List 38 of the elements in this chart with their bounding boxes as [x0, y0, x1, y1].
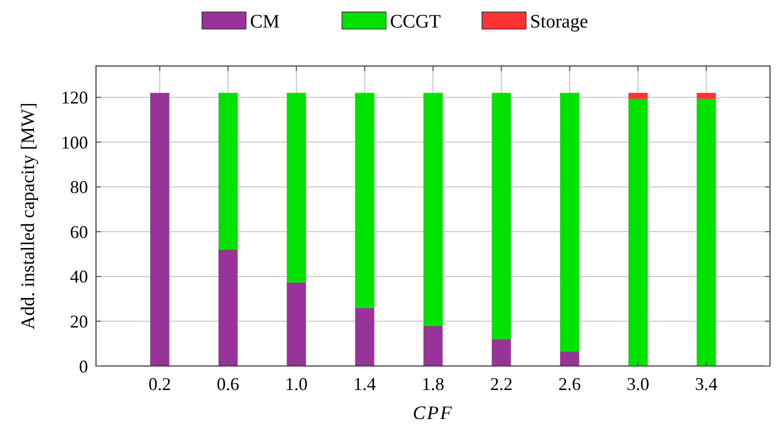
- y-tick-label: 80: [70, 177, 88, 198]
- x-tick-label: 0.2: [148, 374, 171, 394]
- bar: [560, 351, 580, 366]
- bar: [355, 92, 374, 308]
- bar: [423, 92, 443, 326]
- x-tick-label: 2.2: [490, 374, 513, 394]
- y-tick-label: 60: [70, 222, 88, 242]
- bar: [150, 92, 170, 366]
- y-tick-label: 100: [61, 132, 88, 152]
- legend-label: Storage: [530, 12, 588, 33]
- x-axis-title: CPF: [412, 403, 454, 424]
- x-tick-label: 1.0: [285, 374, 308, 394]
- legend-label: CCGT: [390, 12, 442, 33]
- bar: [696, 92, 716, 98]
- bar: [218, 250, 238, 366]
- legend-label: CM: [250, 12, 280, 33]
- y-tick-label: 40: [70, 266, 88, 287]
- bar: [492, 92, 511, 340]
- bar: [286, 282, 306, 366]
- y-axis-title: Add. installed capacity [MW]: [18, 102, 39, 330]
- bar: [696, 98, 716, 366]
- bar: [355, 308, 374, 366]
- bar: [560, 92, 580, 352]
- y-tick-label: 0: [79, 356, 88, 376]
- bar: [628, 92, 648, 98]
- bar: [423, 326, 443, 366]
- y-tick-label: 20: [70, 312, 88, 332]
- x-tick-label: 2.6: [558, 374, 581, 394]
- x-tick-label: 3.0: [626, 374, 650, 394]
- x-tick-label: 1.8: [422, 374, 444, 394]
- x-tick-label: 0.6: [216, 374, 240, 394]
- x-tick-label: 3.4: [695, 374, 718, 394]
- x-tick-label: 1.4: [353, 374, 376, 394]
- bar: [492, 339, 511, 366]
- bar: [286, 92, 306, 282]
- y-tick-label: 120: [61, 88, 88, 108]
- bar: [628, 98, 648, 366]
- bar: [218, 92, 238, 250]
